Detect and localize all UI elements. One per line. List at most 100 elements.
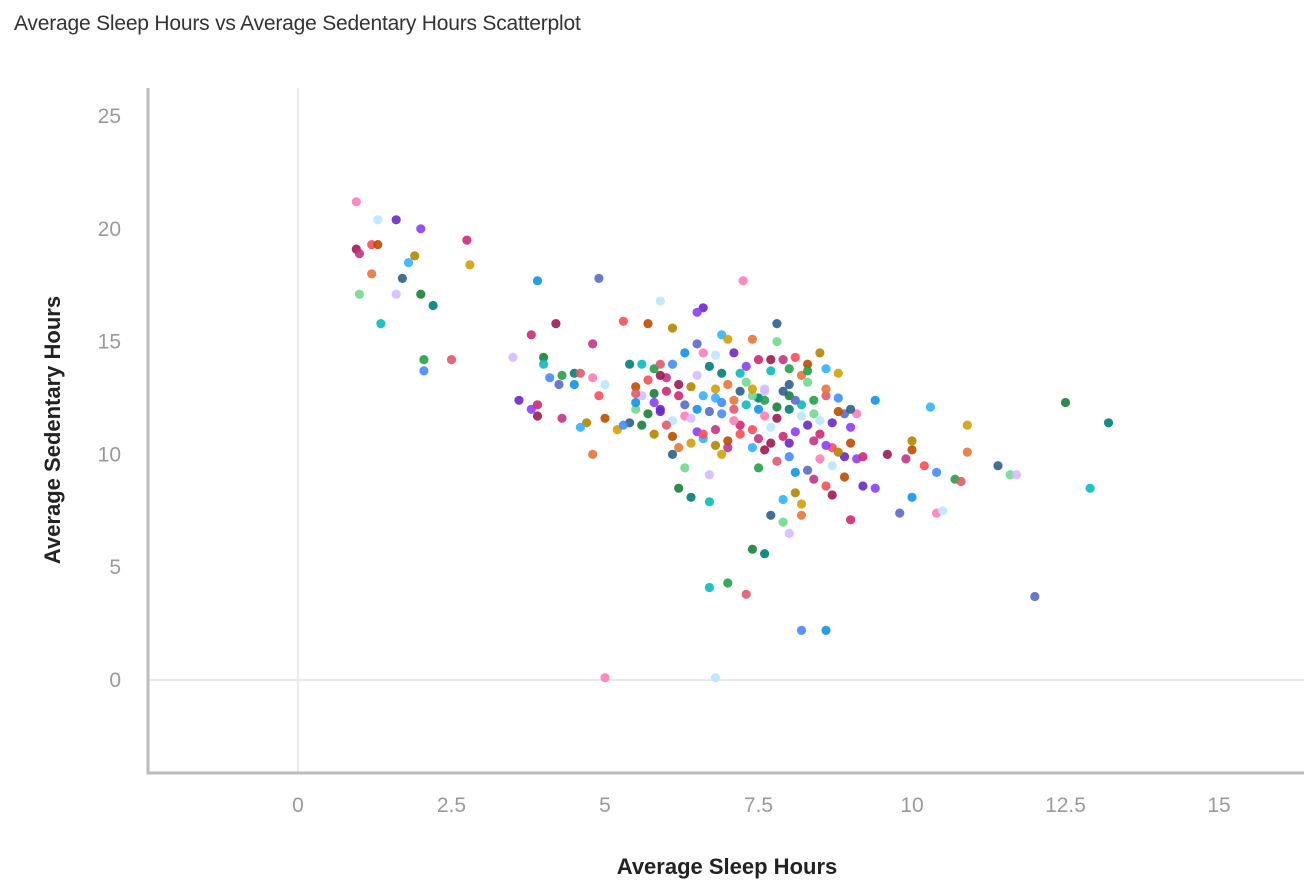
data-point xyxy=(747,334,758,344)
data-point xyxy=(907,436,917,446)
data-point xyxy=(815,429,825,439)
data-point xyxy=(643,319,653,329)
data-point xyxy=(772,413,782,423)
y-tick-label: 25 xyxy=(98,105,121,128)
data-point xyxy=(747,391,758,401)
data-point xyxy=(717,409,727,419)
data-point xyxy=(766,438,776,448)
data-point xyxy=(821,625,831,636)
data-point xyxy=(539,359,549,369)
data-point xyxy=(723,436,733,446)
data-point xyxy=(655,359,665,369)
data-point xyxy=(809,474,819,484)
data-point xyxy=(373,215,383,225)
axes xyxy=(146,88,1304,775)
data-point xyxy=(821,481,831,491)
data-point xyxy=(747,384,758,394)
data-point xyxy=(692,307,702,317)
data-point xyxy=(692,370,702,380)
data-point xyxy=(717,449,727,459)
data-point xyxy=(354,249,364,259)
data-point xyxy=(827,418,837,428)
data-point xyxy=(631,388,641,399)
data-point xyxy=(790,395,800,405)
data-point xyxy=(704,361,715,371)
data-point xyxy=(692,339,702,349)
x-tick-label: 5 xyxy=(599,794,611,817)
data-point xyxy=(680,348,690,358)
data-point xyxy=(778,494,788,505)
data-point xyxy=(962,420,972,430)
data-point xyxy=(803,465,813,475)
data-point xyxy=(710,425,721,435)
data-point xyxy=(643,409,653,419)
data-point xyxy=(710,673,721,683)
data-point xyxy=(821,384,831,394)
data-point xyxy=(410,251,420,261)
data-point xyxy=(741,361,751,371)
data-point xyxy=(772,319,782,329)
data-point xyxy=(674,379,684,390)
data-point xyxy=(419,366,429,376)
data-point xyxy=(618,420,629,430)
data-point xyxy=(846,515,856,525)
data-point xyxy=(925,402,936,412)
data-point xyxy=(649,429,659,439)
data-point xyxy=(796,510,807,520)
data-point xyxy=(821,391,831,401)
data-point xyxy=(821,440,831,450)
data-point xyxy=(753,404,764,414)
data-point xyxy=(557,413,567,423)
data-point xyxy=(649,397,659,408)
data-point xyxy=(815,454,825,464)
data-point xyxy=(784,379,794,390)
y-tick-label: 15 xyxy=(98,331,121,354)
data-point xyxy=(839,472,850,482)
data-point xyxy=(741,377,751,387)
data-point xyxy=(1030,591,1040,602)
data-point xyxy=(803,420,813,430)
data-point xyxy=(465,260,475,270)
data-point xyxy=(735,368,745,378)
data-point xyxy=(532,411,543,421)
y-tick-label: 5 xyxy=(109,556,121,579)
data-point xyxy=(575,422,586,432)
data-point xyxy=(710,384,721,394)
data-point xyxy=(588,373,598,383)
data-point xyxy=(784,364,794,374)
y-tick-labels: 0 5 10 15 20 25 xyxy=(98,105,121,692)
data-point xyxy=(698,348,708,358)
data-point xyxy=(704,406,715,417)
data-point xyxy=(551,319,561,329)
data-point xyxy=(416,224,426,234)
data-point xyxy=(846,422,856,432)
data-point xyxy=(625,359,635,369)
data-point xyxy=(778,517,788,527)
data-point xyxy=(575,368,586,378)
data-point xyxy=(907,492,917,502)
data-point xyxy=(790,427,800,437)
data-point xyxy=(738,276,748,286)
data-point xyxy=(661,420,672,430)
data-point xyxy=(710,440,721,450)
data-point xyxy=(403,258,414,268)
data-point xyxy=(760,411,770,421)
data-point xyxy=(766,366,776,376)
data-point xyxy=(674,391,684,401)
data-point xyxy=(428,300,438,311)
data-point xyxy=(803,377,813,387)
data-point xyxy=(569,379,579,390)
data-point xyxy=(717,368,727,378)
x-tick-label: 15 xyxy=(1207,794,1230,817)
x-tick-label: 0 xyxy=(292,794,304,817)
data-point xyxy=(1060,397,1071,408)
data-point xyxy=(809,436,819,446)
data-point xyxy=(373,240,383,250)
data-point xyxy=(907,445,917,455)
data-point xyxy=(643,375,653,385)
data-point xyxy=(704,497,715,507)
data-point xyxy=(833,406,843,417)
data-point xyxy=(637,420,647,430)
data-point xyxy=(1103,418,1114,428)
data-point xyxy=(686,492,696,502)
